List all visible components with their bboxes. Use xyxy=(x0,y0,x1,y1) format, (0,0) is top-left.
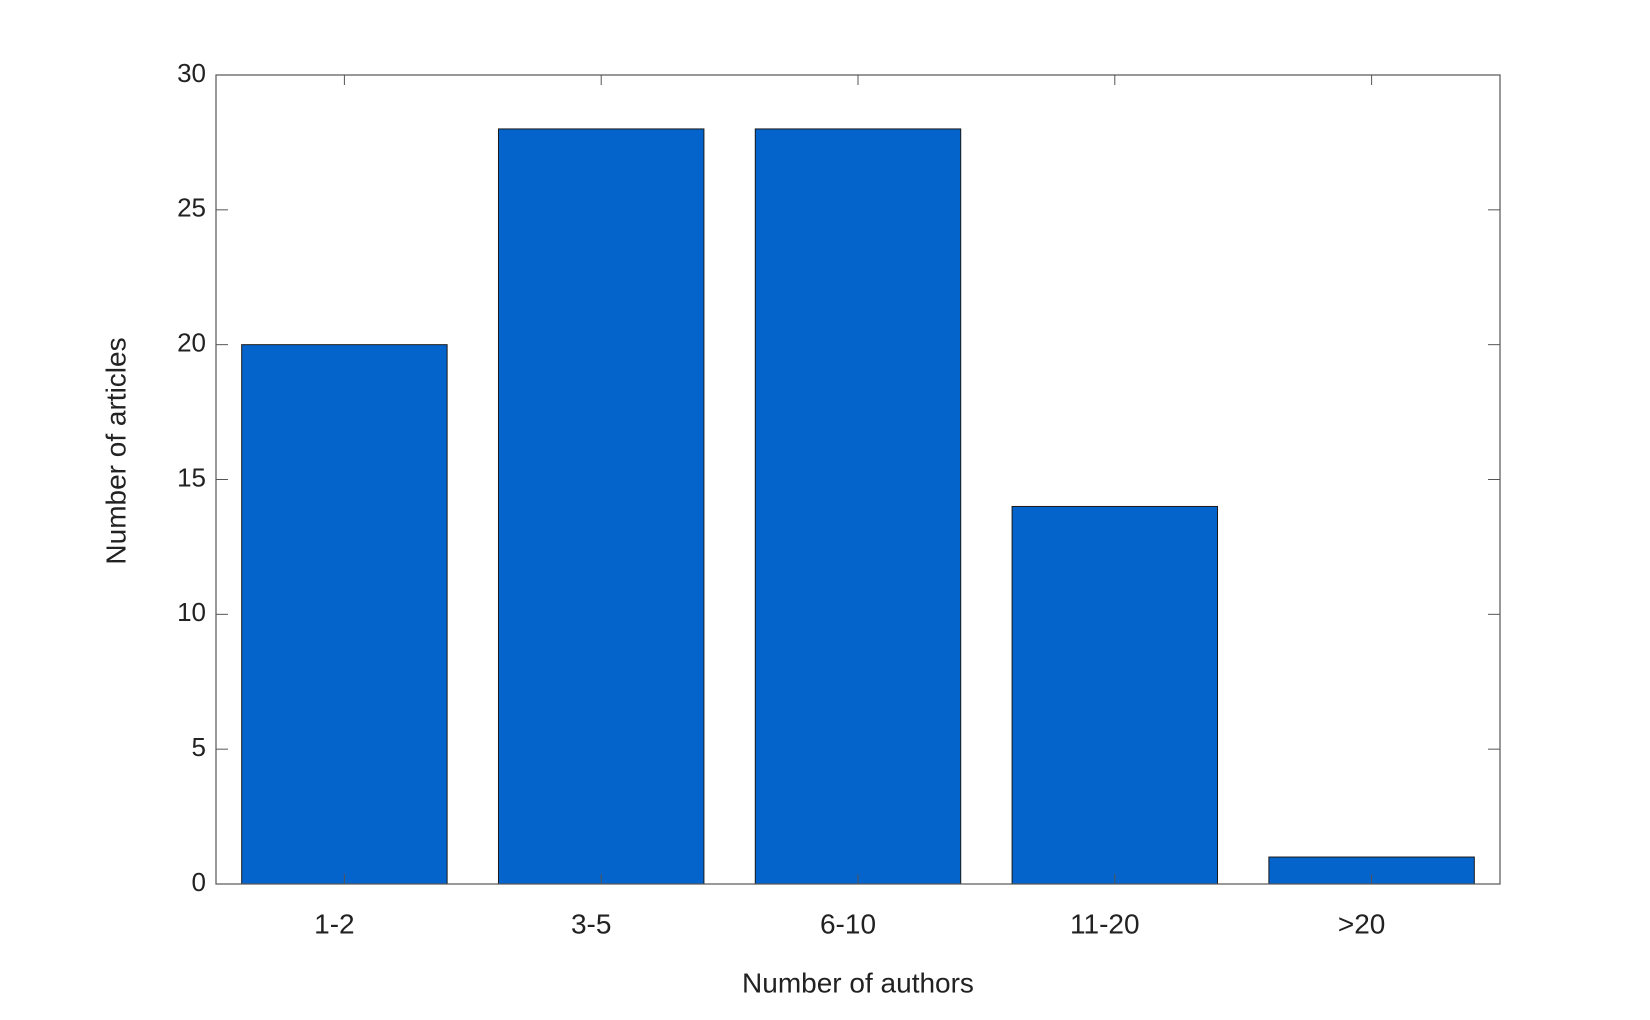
bar xyxy=(241,344,448,885)
y-tick-label: 30 xyxy=(177,58,206,88)
y-tick-label: 20 xyxy=(177,328,206,358)
bar xyxy=(497,128,705,885)
x-tick-label: 1-2 xyxy=(314,908,354,939)
bar xyxy=(754,128,962,885)
x-tick-label: 11-20 xyxy=(1070,908,1140,939)
x-tick-label: >20 xyxy=(1338,908,1386,939)
y-tick-label: 10 xyxy=(177,597,206,627)
bar xyxy=(1011,505,1219,885)
y-tick-label: 25 xyxy=(177,193,206,223)
y-tick-label: 15 xyxy=(177,462,206,492)
y-tick-label: 0 xyxy=(192,867,206,897)
y-tick-label: 5 xyxy=(192,732,206,762)
y-axis-label: Number of articles xyxy=(100,337,131,564)
x-axis-label: Number of authors xyxy=(742,967,974,998)
x-tick-label: 6-10 xyxy=(820,908,876,939)
x-tick-label: 3-5 xyxy=(571,908,611,939)
